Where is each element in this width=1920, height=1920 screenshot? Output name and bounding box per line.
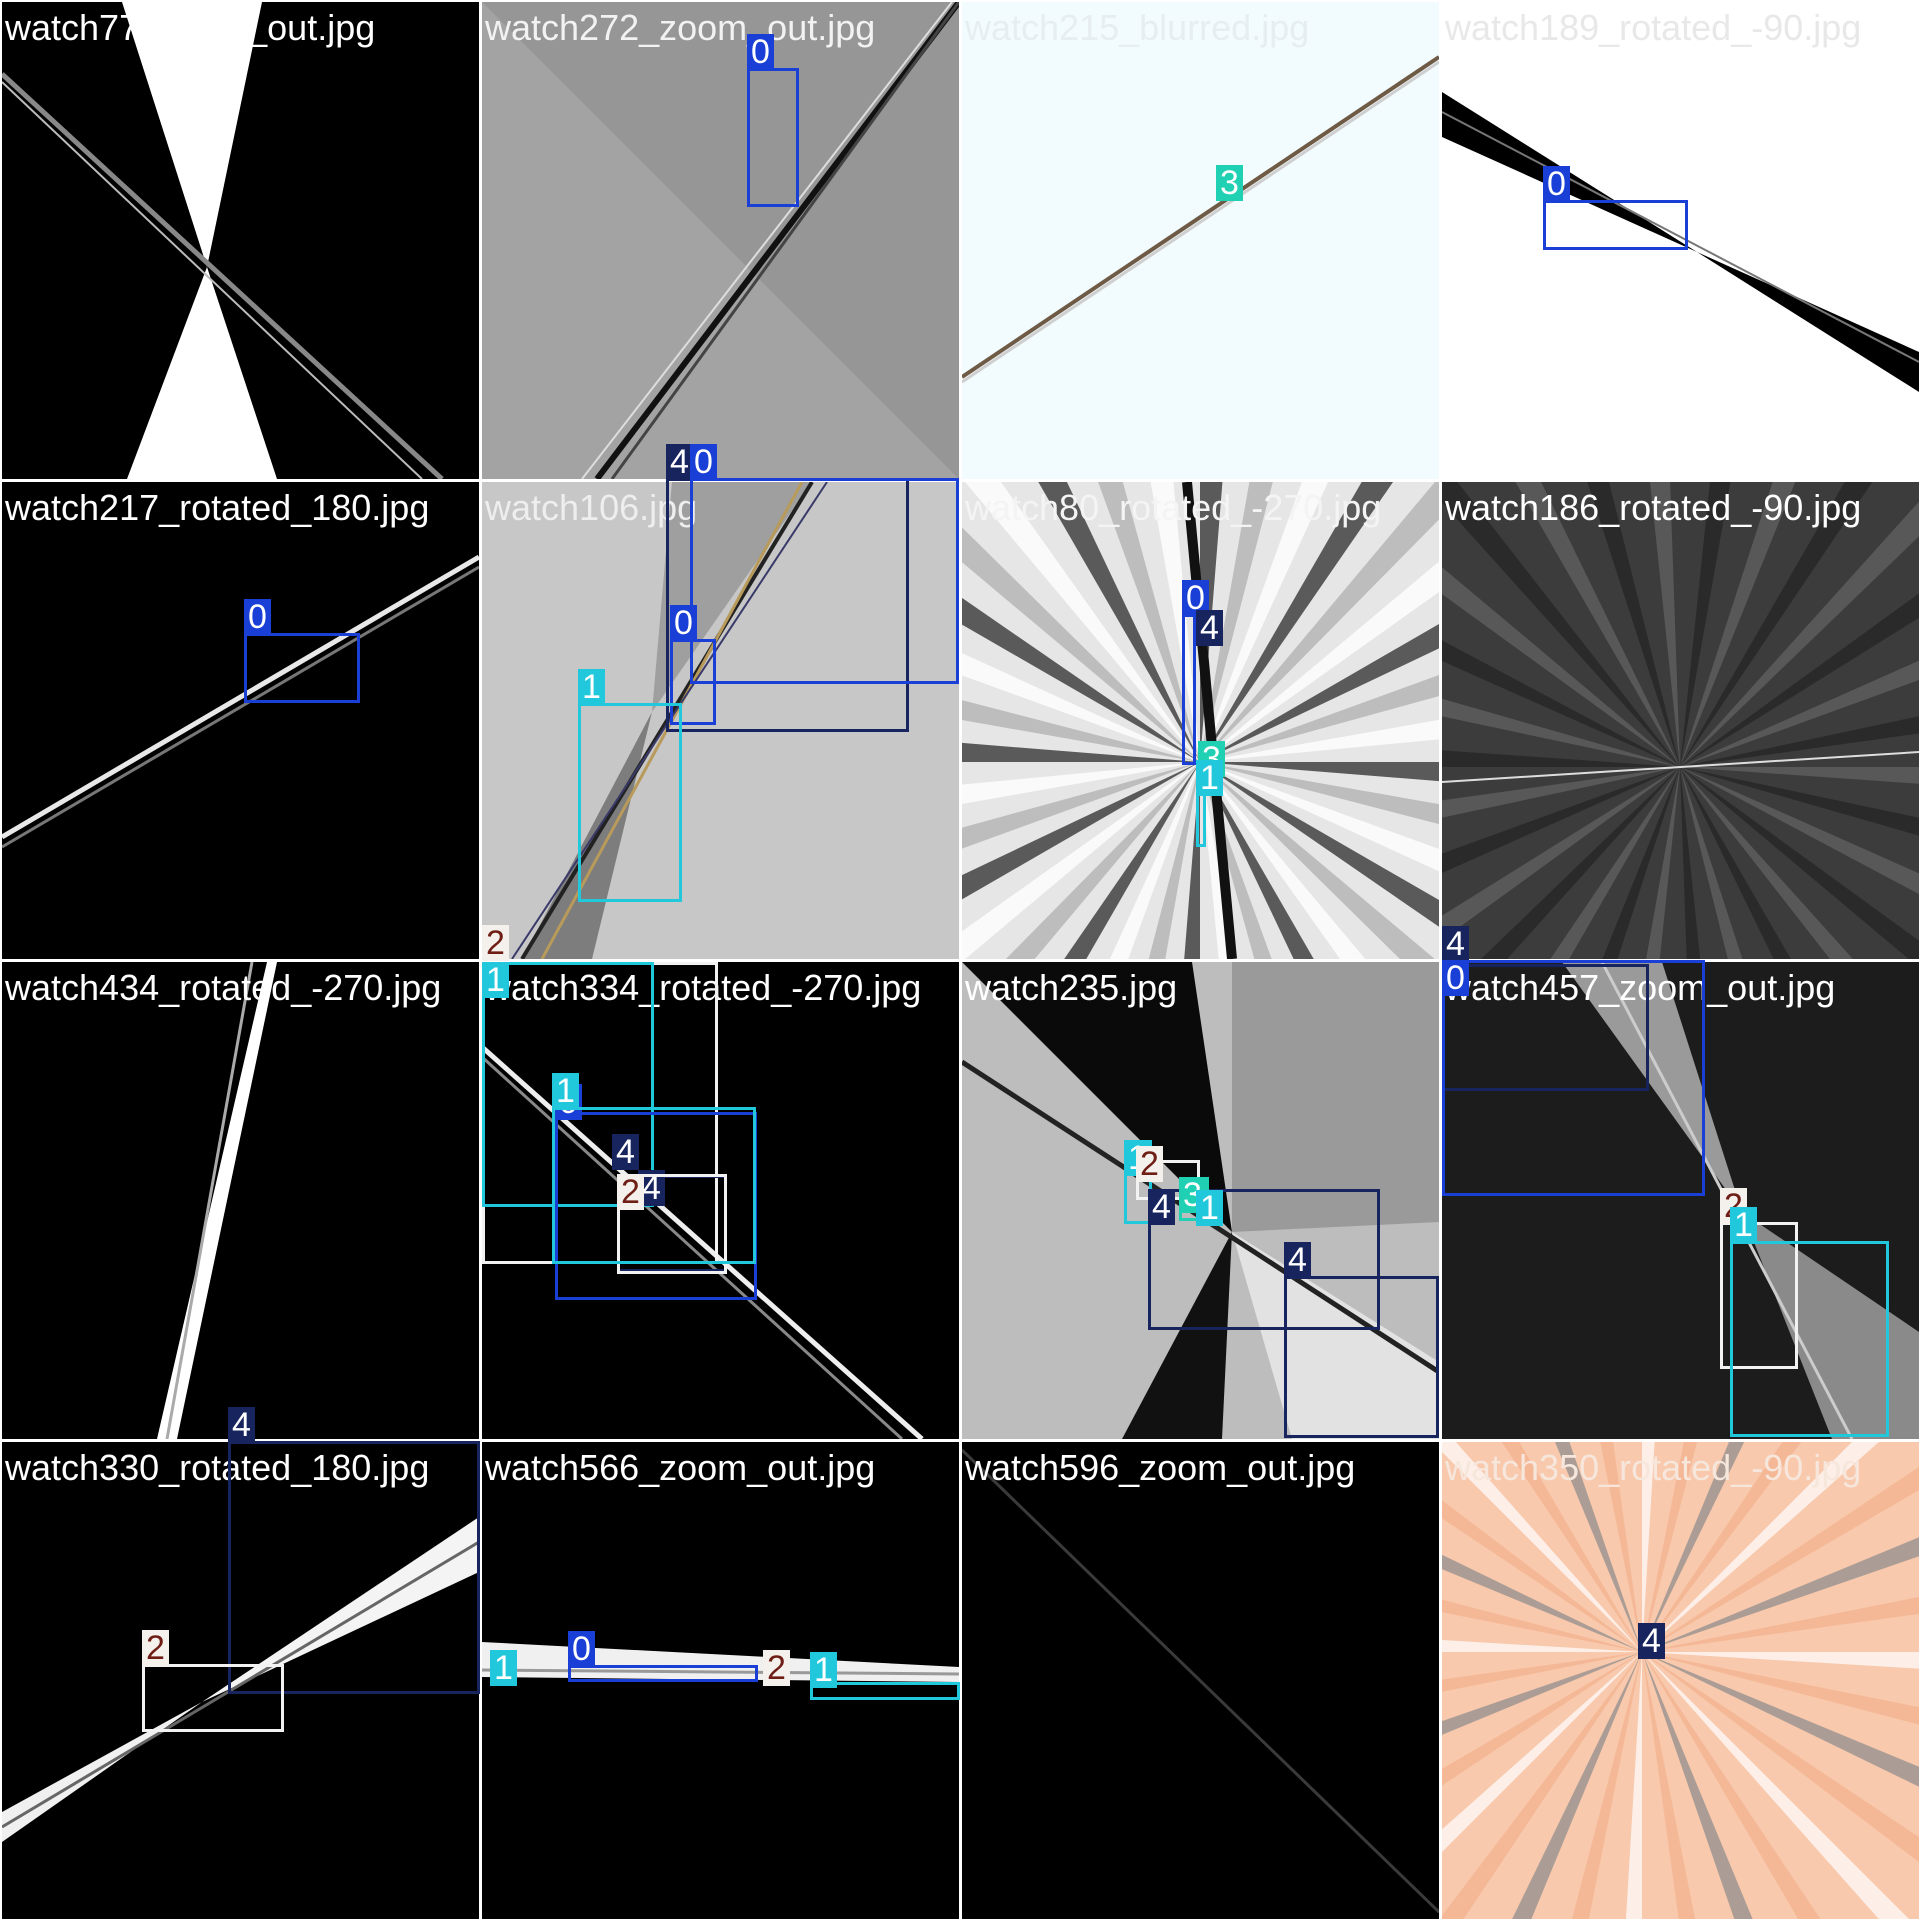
grid-tile: watch596_zoom_out.jpg [962, 1442, 1439, 1919]
tile-filename: watch217_rotated_180.jpg [5, 487, 430, 528]
tile-filename: watch596_zoom_out.jpg [965, 1447, 1356, 1488]
tile-image [1442, 962, 1919, 1439]
grid-tile: watch566_zoom_out.jpg [482, 1442, 959, 1919]
tile-image [962, 482, 1439, 959]
tile-image [1442, 482, 1919, 959]
tile-image [2, 482, 479, 959]
tile-filename: watch457_zoom_out.jpg [1445, 967, 1836, 1008]
grid-tile: watch106.jpg [482, 482, 959, 959]
grid-tile: watch215_blurred.jpg [962, 2, 1439, 479]
grid-tile: watch434_rotated_-270.jpg [2, 962, 479, 1439]
tile-image [1442, 1442, 1919, 1919]
grid-tile: watch272_zoom_out.jpg [482, 2, 959, 479]
grid-tile: watch235.jpg [962, 962, 1439, 1439]
tile-image [2, 2, 479, 479]
tile-image [962, 1442, 1439, 1919]
tile-image [482, 962, 959, 1439]
grid-tile: watch217_rotated_180.jpg [2, 482, 479, 959]
tile-filename: watch434_rotated_-270.jpg [5, 967, 442, 1008]
tile-filename: watch350_rotated_-90.jpg [1445, 1447, 1862, 1488]
tile-image [2, 1442, 479, 1919]
tile-filename: watch566_zoom_out.jpg [485, 1447, 876, 1488]
grid-tile: watch330_rotated_180.jpg [2, 1442, 479, 1919]
grid-tile: watch189_rotated_-90.jpg [1442, 2, 1919, 479]
grid-tile: watch334_rotated_-270.jpg [482, 962, 959, 1439]
tile-filename: watch215_blurred.jpg [965, 7, 1310, 48]
grid-tile: watch77_zoom_out.jpg [2, 2, 479, 479]
tile-filename: watch330_rotated_180.jpg [5, 1447, 430, 1488]
tile-image [962, 2, 1439, 479]
tile-filename: watch235.jpg [965, 967, 1178, 1008]
grid-tile: watch80_rotated_-270.jpg [962, 482, 1439, 959]
tile-filename: watch80_rotated_-270.jpg [965, 487, 1382, 528]
tile-filename: watch334_rotated_-270.jpg [485, 967, 922, 1008]
grid-tile: watch186_rotated_-90.jpg [1442, 482, 1919, 959]
tile-image [2, 962, 479, 1439]
tile-filename: watch77_zoom_out.jpg [5, 7, 376, 48]
tile-image [1442, 2, 1919, 479]
grid-tile: watch350_rotated_-90.jpg [1442, 1442, 1919, 1919]
tile-filename: watch106.jpg [485, 487, 698, 528]
tile-image [482, 1442, 959, 1919]
tile-image [482, 2, 959, 479]
tile-image [482, 482, 959, 959]
grid-tile: watch457_zoom_out.jpg [1442, 962, 1919, 1439]
tile-filename: watch189_rotated_-90.jpg [1445, 7, 1862, 48]
tile-filename: watch272_zoom_out.jpg [485, 7, 876, 48]
tile-image [962, 962, 1439, 1439]
tile-filename: watch186_rotated_-90.jpg [1445, 487, 1862, 528]
